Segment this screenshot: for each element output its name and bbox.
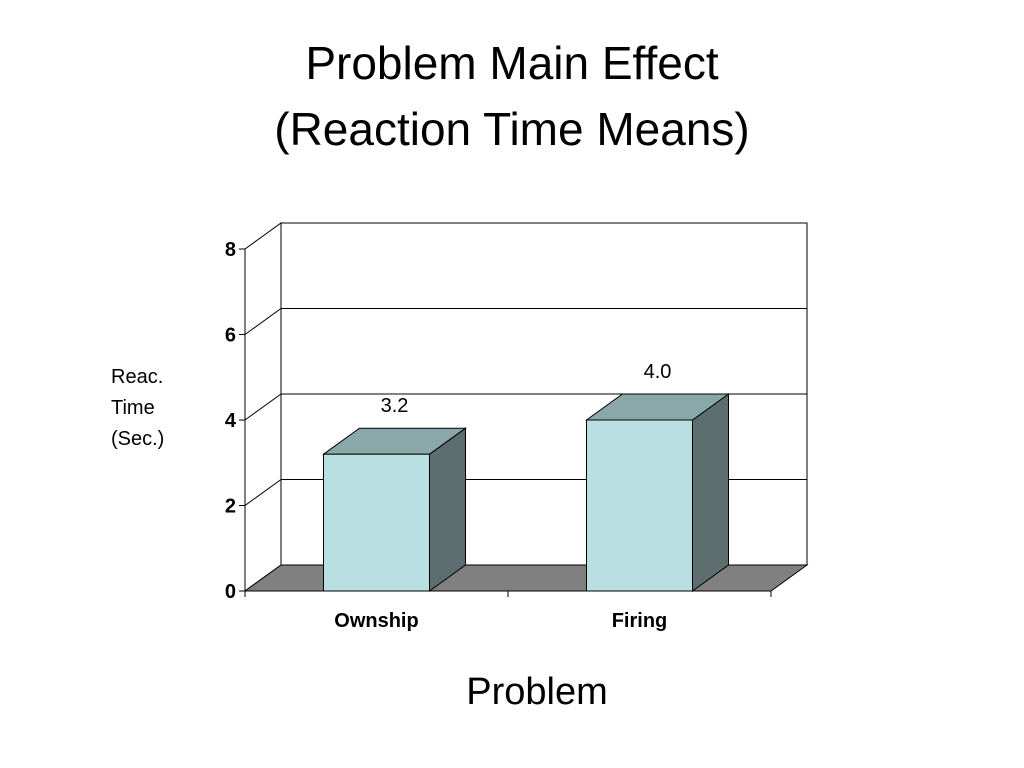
chart-title-line-2: (Reaction Time Means) <box>274 103 750 155</box>
y-axis-label-line-1: Reac. <box>111 366 164 388</box>
x-tick-label: Firing <box>612 610 668 632</box>
y-axis-label: Reac. Time (Sec.) <box>111 362 164 455</box>
x-axis-label: Problem <box>466 671 608 713</box>
y-axis-label-line-2: Time <box>111 397 155 419</box>
gridline-side <box>244 393 282 421</box>
bar-side <box>692 393 729 592</box>
y-tick-label: 8 <box>225 239 236 261</box>
y-axis-label-line-3: (Sec.) <box>111 428 165 450</box>
data-label: 3.2 <box>381 395 409 417</box>
chart-title-line-1: Problem Main Effect <box>305 37 719 89</box>
y-tick-label: 2 <box>225 496 236 518</box>
y-tick-label: 4 <box>225 410 237 432</box>
chart-title: Problem Main Effect (Reaction Time Means… <box>0 30 1024 162</box>
x-tick-label: Ownship <box>334 610 418 632</box>
bar <box>323 453 430 592</box>
bar <box>586 419 693 592</box>
y-tick-label: 0 <box>225 581 236 603</box>
y-tick-label: 6 <box>225 325 236 347</box>
gridline-side <box>244 308 282 335</box>
bar-side <box>429 427 466 592</box>
data-label: 4.0 <box>644 361 672 383</box>
gridline-side <box>244 479 282 506</box>
